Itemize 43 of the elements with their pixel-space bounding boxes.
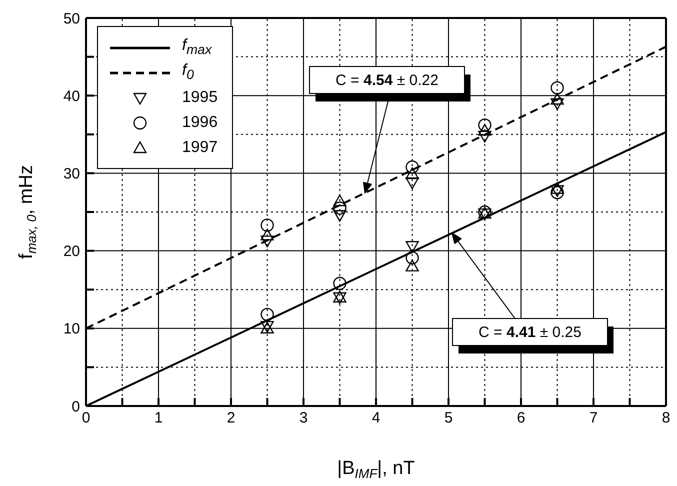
legend-label: 1995 xyxy=(182,88,218,106)
annotation: C = 4.41 ± 0.25 xyxy=(478,324,582,341)
annotation: C = 4.54 ± 0.22 xyxy=(336,72,438,89)
point xyxy=(406,167,419,180)
point xyxy=(550,92,564,105)
point xyxy=(406,260,419,272)
x-tick-label: 5 xyxy=(444,410,453,427)
point xyxy=(478,118,492,132)
legend-label: 1997 xyxy=(182,138,218,156)
point xyxy=(333,210,346,222)
y-tick-label: 10 xyxy=(63,320,80,338)
y-tick-label: 50 xyxy=(63,10,80,28)
y-tick-label: 30 xyxy=(63,166,80,183)
legend-label: 1996 xyxy=(182,114,218,132)
point xyxy=(333,194,346,206)
y-tick-label: 40 xyxy=(63,88,80,105)
legend-label: f$_{0}$ xyxy=(182,62,194,83)
x-tick-label: 3 xyxy=(299,410,308,427)
point xyxy=(406,160,419,174)
point xyxy=(260,228,274,240)
x-tick-label: 4 xyxy=(372,410,380,427)
point xyxy=(406,177,419,190)
point xyxy=(550,186,564,200)
point xyxy=(333,276,346,290)
x-tick-label: 2 xyxy=(226,410,236,427)
point xyxy=(406,251,419,264)
point xyxy=(406,241,419,253)
point xyxy=(260,308,274,322)
x-tick-label: 1 xyxy=(154,410,163,427)
x-tick-label: 6 xyxy=(516,410,526,427)
point xyxy=(550,81,564,94)
x-tick-label: 8 xyxy=(662,410,670,427)
point xyxy=(478,124,492,136)
y-tick-label: 20 xyxy=(63,243,80,260)
point xyxy=(478,130,492,143)
point xyxy=(260,236,274,248)
point xyxy=(333,202,346,215)
point xyxy=(260,218,274,232)
y-tick-label: 0 xyxy=(72,398,80,416)
legend-label: f$_{max}$ xyxy=(182,37,212,58)
point xyxy=(550,98,564,110)
x-axis-title: |B$_{IMF}$|, nT xyxy=(337,458,416,481)
x-tick-label: 7 xyxy=(589,410,598,427)
